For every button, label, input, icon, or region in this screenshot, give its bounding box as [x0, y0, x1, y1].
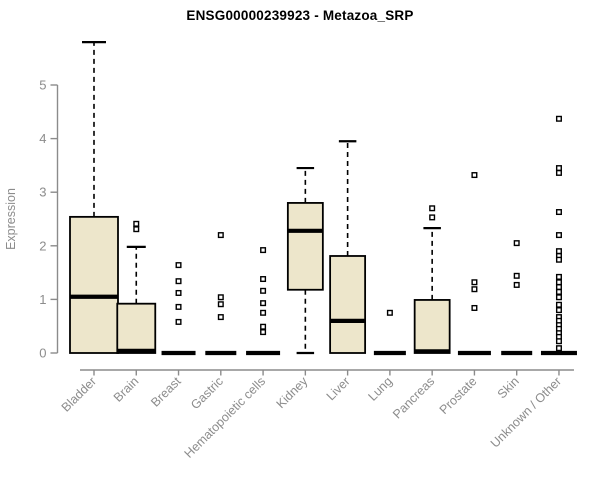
outlier-point	[513, 281, 520, 288]
y-tick-label: 2	[39, 238, 46, 253]
outlier-point	[260, 276, 267, 283]
box-kidney	[286, 166, 324, 355]
box-skin	[501, 240, 533, 356]
box-hematopoietic-cells	[246, 247, 281, 356]
outlier-point	[429, 214, 436, 221]
x-tick-label: Lung	[365, 374, 395, 404]
outlier-point	[429, 205, 436, 212]
box-prostate	[457, 172, 491, 356]
iqr-box	[413, 299, 451, 354]
outlier-point	[555, 288, 562, 295]
outlier-point	[555, 256, 562, 263]
outlier-point	[133, 220, 140, 227]
outlier-point	[555, 273, 562, 280]
box-lung	[373, 309, 406, 356]
box-gastric	[205, 232, 237, 356]
outlier-point	[133, 226, 140, 233]
outlier-point	[175, 318, 182, 325]
outlier-point	[217, 294, 224, 301]
y-tick-label: 3	[39, 185, 46, 200]
outlier-point	[175, 262, 182, 269]
outlier-point	[555, 165, 562, 172]
box-breast	[161, 262, 196, 356]
outlier-point	[555, 294, 562, 301]
outlier-point	[260, 287, 267, 294]
y-tick-label: 0	[39, 346, 46, 361]
y-axis: 0 1 2 3 4 5	[39, 78, 59, 361]
outlier-point	[175, 278, 182, 285]
outlier-point	[175, 303, 182, 310]
x-tick-label: Prostate	[437, 374, 480, 417]
outlier-point	[513, 240, 520, 247]
iqr-box	[286, 202, 324, 291]
outlier-point	[217, 232, 224, 239]
outlier-point	[260, 247, 267, 254]
outlier-point	[555, 338, 562, 345]
x-tick-label: Breast	[148, 374, 184, 410]
outlier-point	[471, 172, 478, 179]
outlier-point	[555, 169, 562, 176]
outlier-point	[386, 309, 393, 316]
outlier-point	[555, 232, 562, 239]
x-tick-label: Pancreas	[390, 374, 437, 421]
x-tick-label: Bladder	[59, 374, 99, 414]
outlier-point	[555, 279, 562, 286]
outlier-point	[260, 309, 267, 316]
chart-title: ENSG00000239923 - Metazoa_SRP	[186, 8, 414, 23]
iqr-box	[69, 215, 119, 354]
outlier-point	[175, 289, 182, 296]
box-pancreas	[413, 205, 451, 354]
outlier-point	[471, 279, 478, 286]
y-tick-label: 5	[39, 78, 46, 93]
outlier-point	[260, 300, 267, 307]
x-tick-label: Kidney	[274, 374, 311, 411]
outlier-point	[555, 115, 562, 122]
outlier-point	[555, 307, 562, 314]
outlier-point	[260, 323, 267, 330]
x-tick-label: Liver	[324, 374, 353, 403]
outlier-point	[260, 329, 267, 336]
outlier-point	[555, 345, 562, 352]
outlier-point	[555, 248, 562, 255]
box-brain	[116, 220, 157, 354]
x-tick-label: Hematopoietic cells	[182, 374, 269, 461]
outlier-point	[555, 301, 562, 308]
iqr-box	[329, 255, 367, 354]
box-bladder	[69, 41, 119, 354]
outlier-point	[217, 314, 224, 321]
outlier-point	[555, 209, 562, 216]
box-unknown-other	[540, 115, 577, 356]
outlier-point	[217, 301, 224, 308]
y-tick-label: 4	[39, 131, 46, 146]
x-tick-label: Gastric	[188, 374, 226, 412]
x-tick-label: Skin	[495, 374, 522, 401]
outlier-point	[471, 304, 478, 311]
outlier-point	[555, 284, 562, 291]
x-tick-label: Brain	[111, 374, 142, 405]
outlier-point	[513, 272, 520, 279]
box-liver	[329, 140, 367, 354]
outlier-point	[471, 286, 478, 293]
iqr-box	[116, 302, 157, 354]
y-tick-label: 1	[39, 292, 46, 307]
